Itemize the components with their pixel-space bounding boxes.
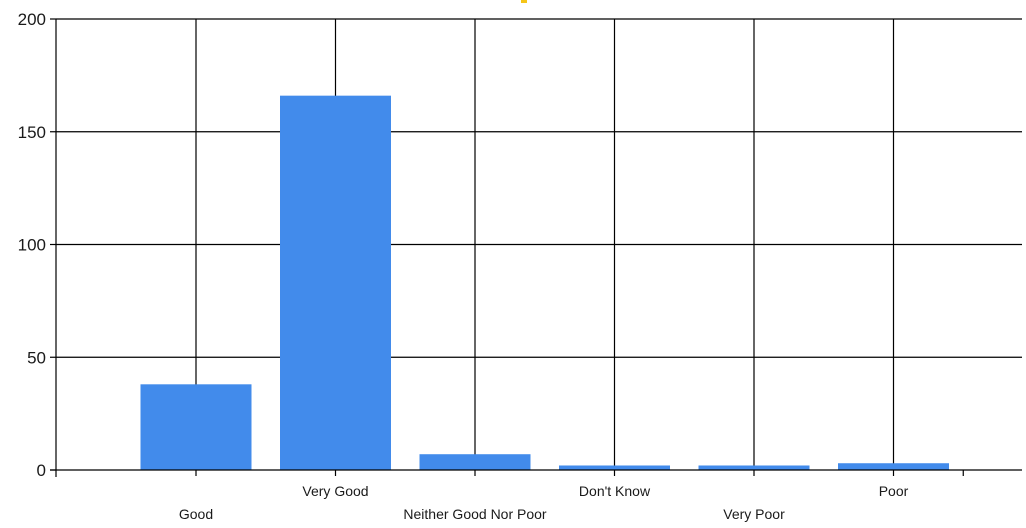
y-tick-label: 0 [37,461,46,480]
x-category-label: Poor [879,483,909,499]
y-tick-label: 50 [27,348,46,367]
bars [140,95,949,471]
bar [698,465,810,470]
x-category-label: Good [179,506,213,522]
bar [280,95,391,471]
x-category-label: Neither Good Nor Poor [403,506,547,522]
x-category-label: Very Poor [723,506,785,522]
x-category-label: Don't Know [579,483,651,499]
bar [140,384,252,470]
bar [559,465,670,470]
bar [838,463,949,470]
y-tick-label: 100 [18,236,46,255]
labels: 0 50 100 150 200 Good Very Good Neither Good No… [18,10,909,522]
y-tick-label: 150 [18,123,46,142]
bar [419,454,531,470]
axes [50,18,1022,477]
x-category-label: Very Good [302,483,368,499]
title-accent-mark [521,0,527,3]
y-tick-label: 200 [18,10,46,29]
